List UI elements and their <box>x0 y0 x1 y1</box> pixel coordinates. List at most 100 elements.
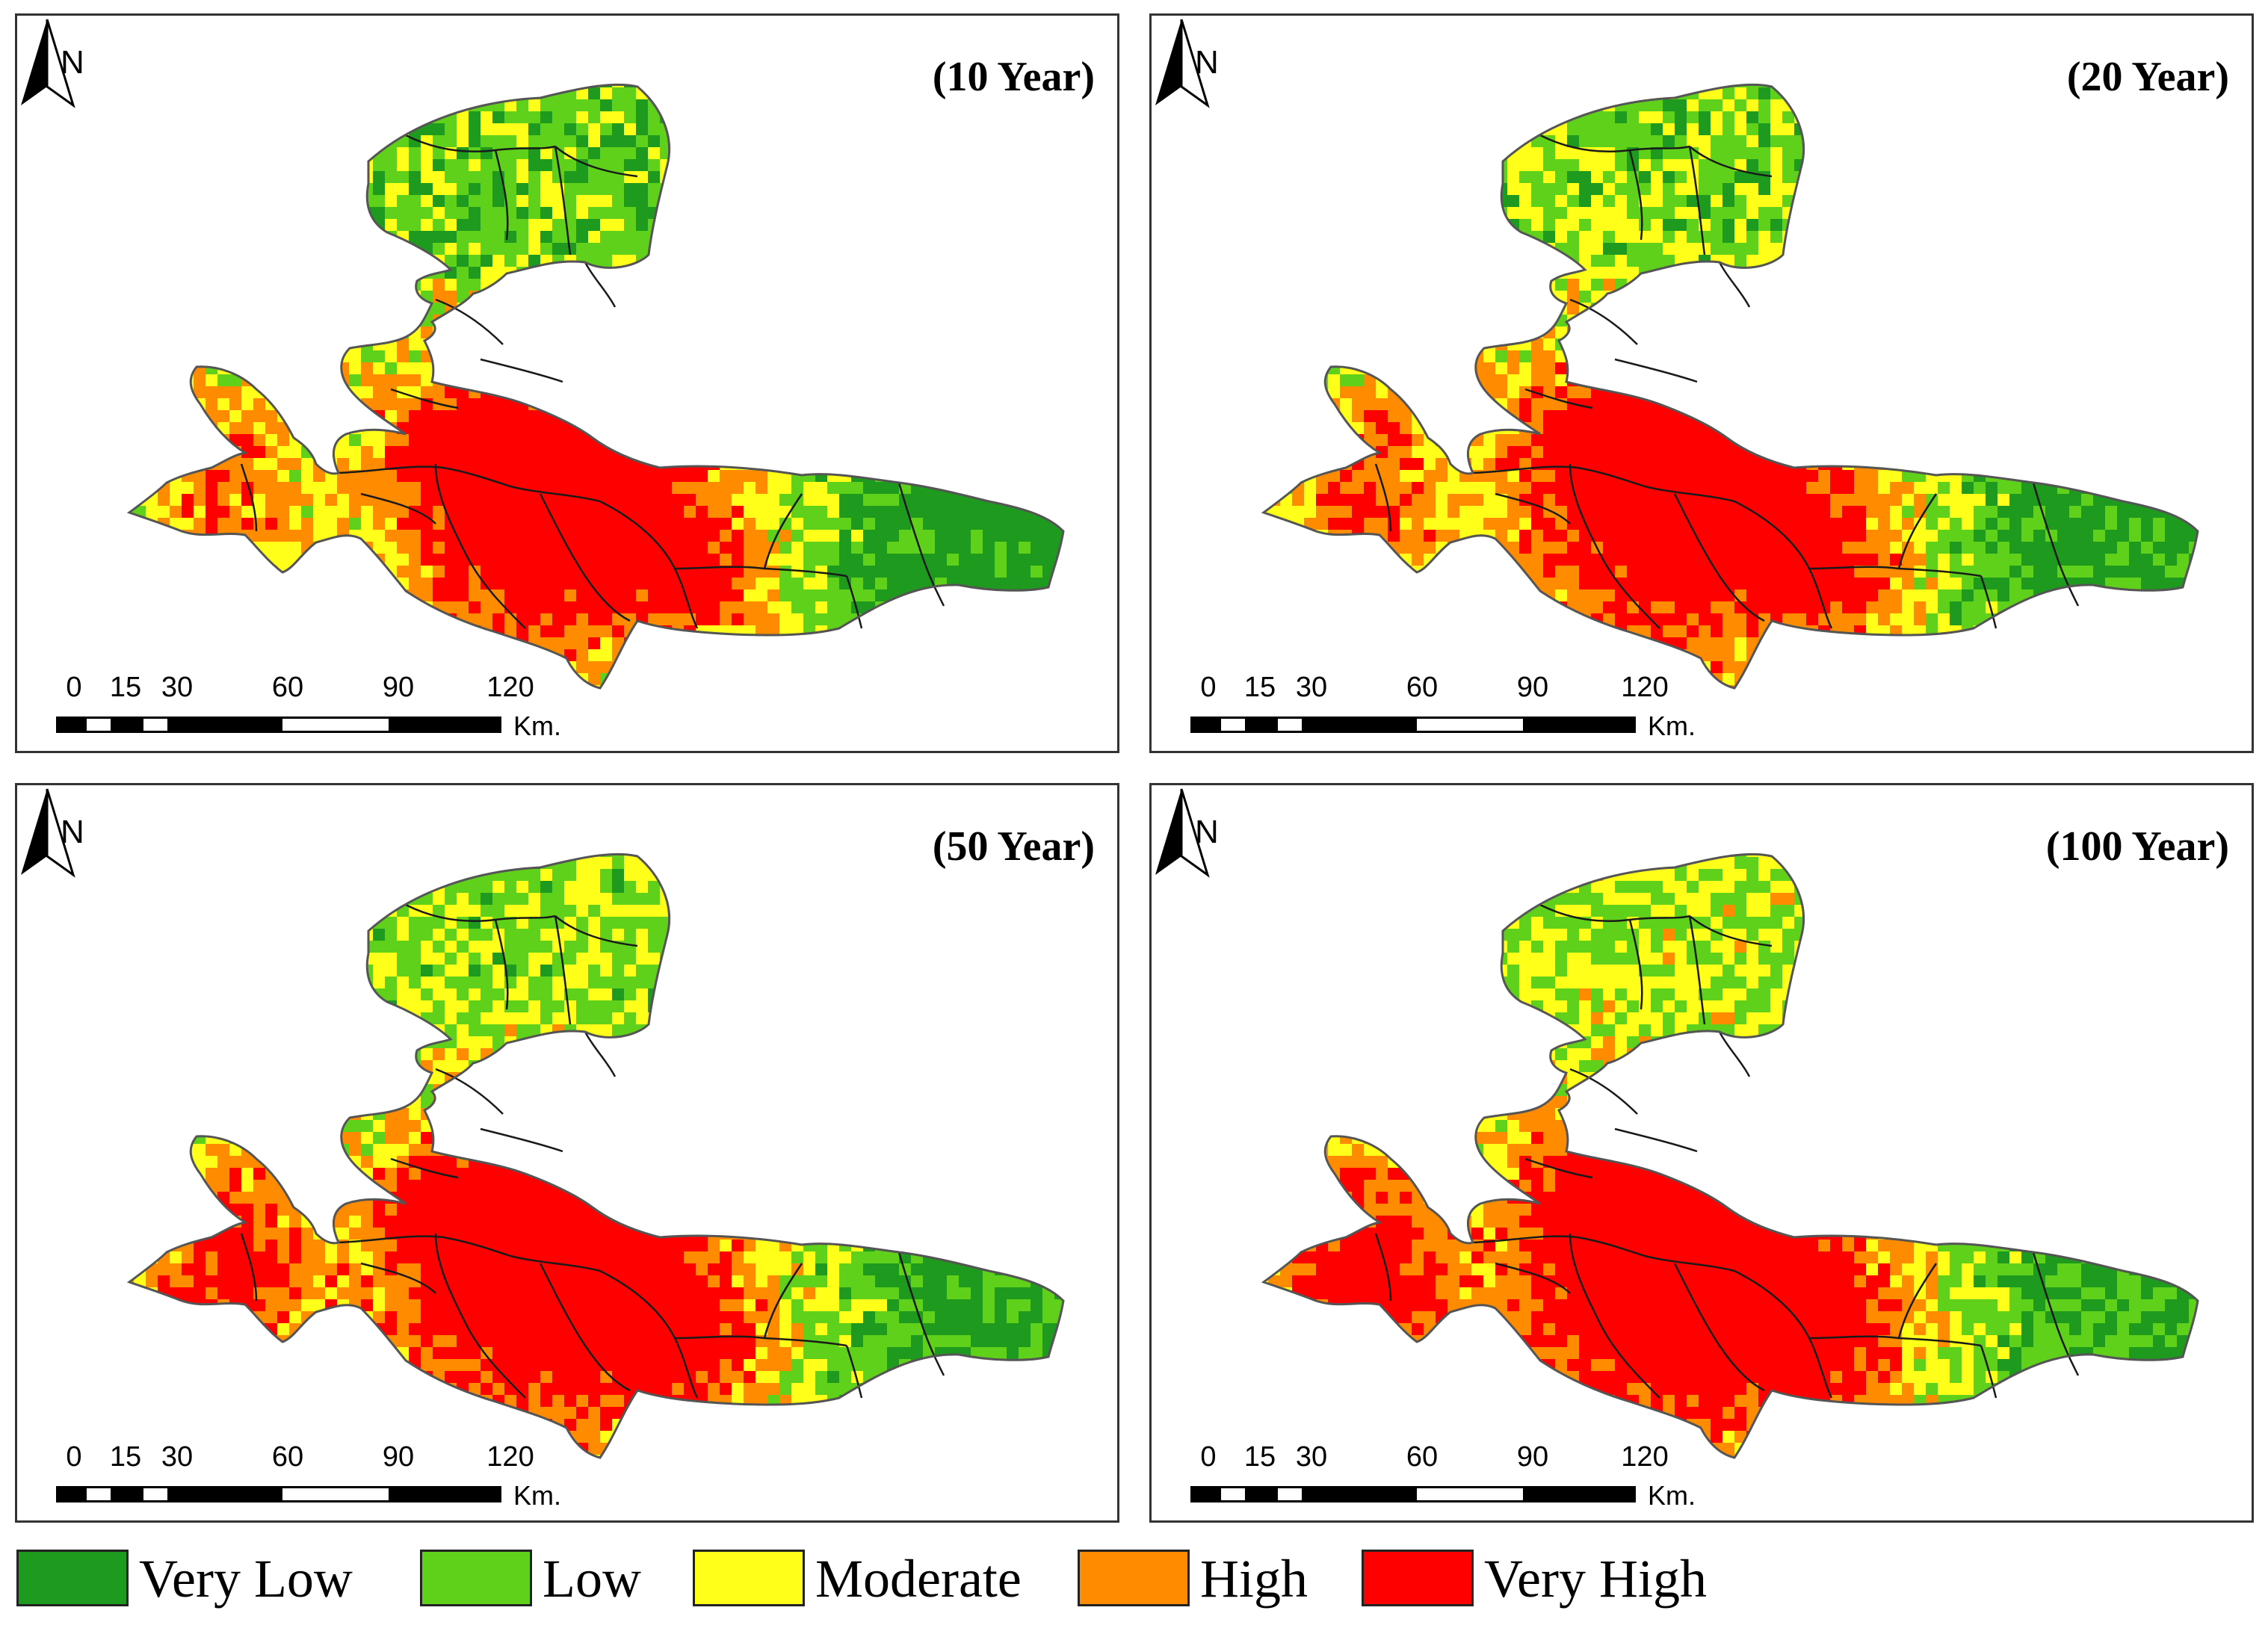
scale-tick-label: 15 <box>1243 1441 1276 1473</box>
district-boundary <box>390 1157 459 1179</box>
north-arrow-icon <box>21 788 75 878</box>
district-boundary <box>1644 485 1735 503</box>
district-boundary <box>435 298 504 345</box>
scale-unit: Km. <box>513 1480 562 1511</box>
district-boundary <box>1688 915 1706 1025</box>
scale-tick-label: 0 <box>1200 672 1217 703</box>
panel-title: (50 Year) <box>932 823 1095 870</box>
district-boundary <box>1980 575 1997 629</box>
scale-tick-label: 0 <box>66 1441 82 1473</box>
scale-tick-label: 30 <box>1295 672 1328 703</box>
risk-surface <box>129 854 1063 1458</box>
district-boundary <box>763 493 803 569</box>
district-boundary <box>434 1233 526 1399</box>
district-boundary <box>599 500 699 629</box>
district-boundary <box>1734 1269 1833 1399</box>
district-boundary <box>1897 1263 1938 1339</box>
district-boundary <box>480 358 563 383</box>
legend-label: Low <box>543 1549 641 1609</box>
north-arrow-icon <box>1155 19 1210 108</box>
district-boundary <box>480 1127 563 1153</box>
risk-surface <box>1264 854 2198 1458</box>
district-boundary <box>494 919 509 1010</box>
district-boundary <box>554 915 638 947</box>
study-area-outline <box>126 83 1065 690</box>
map-panel: (20 Year) N 0 15 30 60 90 120 Km. <box>1149 13 2254 753</box>
scale-tick-label: 30 <box>161 1441 194 1473</box>
district-boundary <box>1495 1262 1571 1294</box>
district-boundary <box>845 1345 863 1399</box>
scale-tick-label: 15 <box>109 672 142 703</box>
scale-unit: Km. <box>1648 711 1696 741</box>
map-panel: (100 Year) N 0 15 30 60 90 120 Km. <box>1149 783 2254 1523</box>
district-boundary <box>1569 463 1660 629</box>
district-boundary <box>1644 1254 1735 1272</box>
district-boundary <box>1718 261 1751 308</box>
risk-map <box>1261 852 2199 1459</box>
legend-swatch <box>1362 1550 1474 1606</box>
scale-tick-label: 30 <box>161 672 194 703</box>
district-boundary <box>554 915 572 1025</box>
district-boundary <box>1569 1233 1660 1399</box>
risk-surface <box>1264 84 2198 688</box>
district-boundary <box>1628 149 1643 241</box>
district-boundary <box>510 485 601 503</box>
district-boundary <box>240 1233 258 1302</box>
district-boundary <box>1897 493 1938 569</box>
district-boundary <box>1980 1345 1997 1399</box>
scale-tick-label: 0 <box>66 672 82 703</box>
district-boundary <box>435 1068 504 1115</box>
scale-tick-label: 120 <box>1621 672 1669 703</box>
district-boundary <box>405 903 556 923</box>
panel-title: (10 Year) <box>932 54 1095 100</box>
district-boundary <box>1614 1127 1698 1153</box>
district-boundary <box>1569 298 1638 345</box>
scale-tick-label: 60 <box>1406 1441 1439 1473</box>
district-boundary <box>1472 1235 1646 1257</box>
district-boundary <box>1569 1068 1638 1115</box>
district-boundary <box>845 575 863 629</box>
risk-map <box>126 83 1065 690</box>
district-boundary <box>763 1263 803 1339</box>
district-boundary <box>1495 492 1571 524</box>
scale-tick-label: 120 <box>1621 1441 1669 1473</box>
district-boundary <box>584 261 617 308</box>
district-boundary <box>539 493 631 622</box>
scale-tick-label: 0 <box>1200 1441 1217 1473</box>
district-boundary <box>1689 915 1773 947</box>
scale-bar: 0 15 30 60 90 120 Km. <box>56 672 579 761</box>
district-boundary <box>1524 388 1593 409</box>
scale-unit: Km. <box>1648 1480 1696 1511</box>
scale-tick-label: 90 <box>382 672 415 703</box>
scale-tick-label: 90 <box>382 1441 415 1473</box>
district-boundary <box>1673 493 1765 622</box>
district-boundary <box>584 1031 617 1077</box>
map-panel: (50 Year) N 0 15 30 60 90 120 Km. <box>15 783 1119 1523</box>
district-boundary <box>1539 903 1690 923</box>
scale-tick-label: 120 <box>486 672 534 703</box>
district-boundary <box>434 463 526 629</box>
district-boundary <box>1688 146 1706 256</box>
district-boundary <box>1614 358 1698 383</box>
district-boundary <box>360 492 436 524</box>
study-area-outline <box>1261 83 2199 690</box>
district-boundary <box>494 149 509 241</box>
district-boundary <box>554 146 572 256</box>
scale-bar: 0 15 30 60 90 120 Km. <box>1190 672 1714 761</box>
legend-swatch <box>16 1550 129 1606</box>
district-boundary <box>1734 500 1833 629</box>
district-boundary <box>599 1269 699 1399</box>
district-boundary <box>897 482 945 607</box>
map-panel: (10 Year) N 0 15 30 60 90 120 Km. <box>15 13 1119 753</box>
scale-bar: 0 15 30 60 90 120 Km. <box>56 1441 579 1531</box>
scale-bar: 0 15 30 60 90 120 Km. <box>1190 1441 1714 1531</box>
legend-swatch <box>1078 1550 1190 1606</box>
district-boundary <box>1689 146 1773 178</box>
scale-tick-label: 120 <box>486 1441 534 1473</box>
north-arrow-icon <box>1155 788 1210 878</box>
district-boundary <box>360 1262 436 1294</box>
district-boundary <box>897 1251 945 1376</box>
scale-tick-label: 30 <box>1295 1441 1328 1473</box>
legend: Very Low Low Moderate High Very High <box>16 1545 2251 1612</box>
scale-tick-label: 90 <box>1516 672 1549 703</box>
